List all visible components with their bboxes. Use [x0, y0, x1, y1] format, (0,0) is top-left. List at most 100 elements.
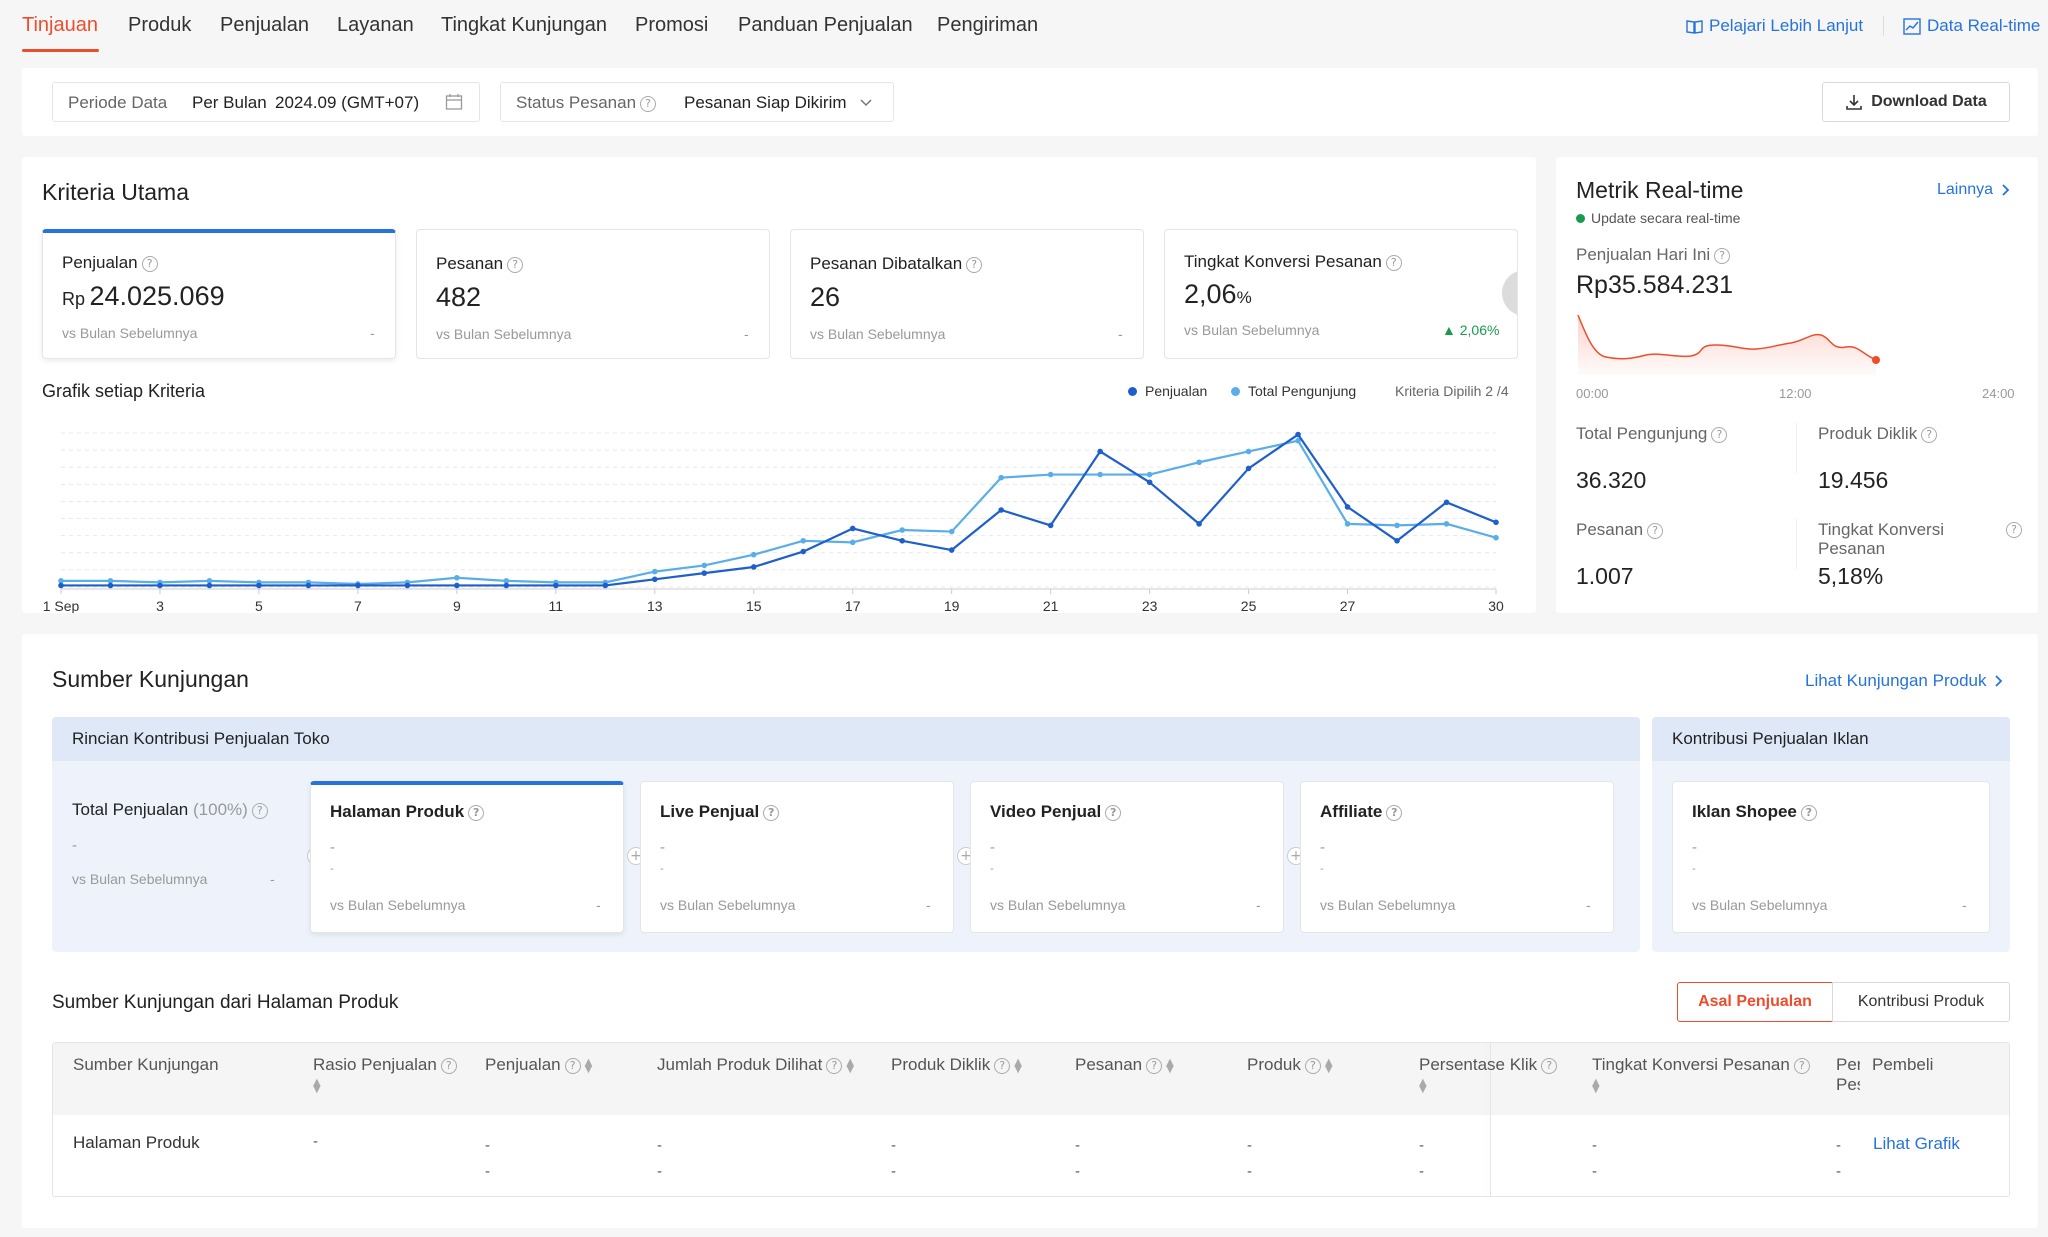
comparison-label: vs Bulan Sebelumnya [1320, 897, 1456, 913]
metric-label: Tingkat Konversi Pesanan? [1184, 252, 1402, 272]
data-point [58, 582, 64, 589]
col-penjualan[interactable]: Penjualan? ▲ ▼ [485, 1055, 593, 1075]
learn-more-label: Pelajari Lebih Lanjut [1709, 16, 1864, 35]
metric-label: Penjualan? [62, 253, 158, 273]
download-data-button[interactable]: Download Data [1822, 82, 2010, 122]
tab-penjualan[interactable]: Penjualan [220, 14, 309, 36]
tab-pengiriman[interactable]: Pengiriman [937, 14, 1039, 36]
sort-icon[interactable]: ▲ ▼ [1166, 1056, 1174, 1075]
data-point [206, 578, 213, 584]
sort-icon[interactable]: ▲ ▼ [1324, 1056, 1333, 1075]
live-dot-icon [1576, 213, 1585, 223]
legend-penjualan[interactable]: Penjualan [1128, 383, 1207, 399]
tab-layanan[interactable]: Layanan [337, 14, 414, 36]
col-persentase-klik[interactable]: Persentase Klik? ▲ ▼ [1419, 1055, 1558, 1095]
realtime-data-link[interactable]: Data Real-time [1903, 16, 2040, 36]
link-label: Lihat Kunjungan Produk [1805, 671, 1987, 690]
sort-icon[interactable]: ▲ ▼ [846, 1056, 855, 1075]
tab-panduan-penjualan[interactable]: Panduan Penjualan [738, 14, 913, 36]
sort-icon[interactable]: ▲ ▼ [1419, 1076, 1427, 1095]
metric-card-penjualan[interactable]: Penjualan? Rp 24.025.069 vs Bulan Sebelu… [42, 229, 396, 359]
comparison-label: vs Bulan Sebelumnya [990, 897, 1126, 913]
tab-promosi[interactable]: Promosi [635, 14, 709, 36]
data-point [800, 548, 807, 555]
carousel-next-button[interactable] [1502, 270, 1517, 316]
help-icon: ? [440, 1057, 457, 1074]
spark-label-start: 00:00 [1576, 386, 1609, 401]
col-tingkat-konversi-pesanan[interactable]: Tingkat Konversi Pesanan? ▲ ▼ [1592, 1055, 1810, 1095]
sort-icon[interactable]: ▲ ▼ [1014, 1056, 1022, 1075]
channel-card-video-penjual[interactable]: Video Penjual? - - vs Bulan Sebelumnya - [970, 781, 1284, 933]
x-tick-label: 9 [453, 598, 461, 613]
channel-card-affiliate[interactable]: Affiliate? - - vs Bulan Sebelumnya - [1300, 781, 1614, 933]
order-status-select[interactable]: Status Pesanan? Pesanan Siap Dikirim [500, 82, 894, 122]
metric-card-pesanan-dibatalkan[interactable]: Pesanan Dibatalkan? 26 vs Bulan Sebelumn… [790, 229, 1144, 359]
col-jumlah-produk-dilihat[interactable]: Jumlah Produk Dilihat? ▲ ▼ [657, 1055, 855, 1075]
period-picker[interactable]: Periode Data Per Bulan 2024.09 (GMT+07) [52, 82, 480, 122]
toggle-asal-penjualan[interactable]: Asal Penjualan [1677, 982, 1833, 1022]
cell-pesanan: -- [1075, 1137, 1080, 1180]
data-point [701, 570, 708, 576]
data-point [948, 528, 955, 535]
rt-metric-value: 1.007 [1576, 563, 1634, 589]
channel-label: Video Penjual? [990, 802, 1122, 822]
period-mode: Per Bulan [192, 93, 267, 112]
comparison-value: - [270, 871, 275, 887]
col-rasio-penjualan[interactable]: Rasio Penjualan? ▲ ▼ [313, 1055, 457, 1095]
criteria-selected-count[interactable]: Kriteria Dipilih 2 /4 [1395, 383, 1509, 399]
data-point [1344, 521, 1351, 527]
channel-value: - [660, 839, 665, 856]
channel-card-halaman-produk[interactable]: Halaman Produk? - - vs Bulan Sebelumnya … [310, 781, 624, 933]
rincian-box: Rincian Kontribusi Penjualan Toko Total … [52, 717, 1640, 952]
sticky-column-divider [1490, 1043, 1491, 1196]
x-tick-label: 7 [354, 598, 362, 613]
col-pesanan[interactable]: Pesanan? ▲ ▼ [1075, 1055, 1174, 1075]
help-icon: ? [994, 1057, 1011, 1074]
data-point [1146, 479, 1153, 486]
realtime-more-link[interactable]: Lainnya [1937, 181, 2010, 199]
legend-total-pengunjung[interactable]: Total Pengunjung [1231, 383, 1356, 399]
sort-icon[interactable]: ▲ ▼ [313, 1076, 321, 1095]
channel-card-iklan-shopee[interactable]: Iklan Shopee? - - vs Bulan Sebelumnya - [1672, 781, 1990, 933]
metric-card-tingkat-konversi[interactable]: Tingkat Konversi Pesanan? 2,06% vs Bulan… [1164, 229, 1518, 359]
sumber-kunjungan-panel: Sumber Kunjungan Lihat Kunjungan Produk … [22, 634, 2038, 1228]
channel-label: Iklan Shopee? [1692, 802, 1817, 822]
source-table [52, 1042, 2010, 1197]
data-point [157, 582, 163, 589]
col-produk-diklik[interactable]: Produk Diklik? ▲ ▼ [891, 1055, 1022, 1075]
data-point [1394, 538, 1400, 544]
rt-metric-value: 19.456 [1818, 467, 1889, 493]
learn-more-link[interactable]: Pelajari Lebih Lanjut [1686, 16, 1863, 36]
data-point [553, 582, 559, 589]
sumber-title: Sumber Kunjungan [52, 666, 249, 692]
data-point [1295, 431, 1301, 438]
channel-subvalue: - [330, 863, 334, 875]
sort-icon[interactable]: ▲ ▼ [584, 1056, 593, 1075]
col-sumber-kunjungan: Sumber Kunjungan [73, 1055, 219, 1074]
data-point [651, 576, 658, 583]
tab-tinjauan[interactable]: Tinjauan [22, 14, 98, 36]
realtime-status: Update secara real-time [1576, 210, 1740, 226]
x-tick-label: 1 Sep [43, 598, 80, 613]
data-point [1443, 521, 1450, 527]
channel-value: - [990, 839, 995, 856]
data-point [1295, 437, 1301, 444]
metric-value: 2,06% [1184, 279, 1252, 309]
view-product-visits-link[interactable]: Lihat Kunjungan Produk [1805, 671, 2003, 691]
chart-title: Grafik setiap Kriteria [42, 381, 206, 401]
comparison-label: vs Bulan Sebelumnya [1692, 897, 1828, 913]
metric-card-pesanan[interactable]: Pesanan? 482 vs Bulan Sebelumnya - [416, 229, 770, 359]
cell-penjualan: -- [485, 1137, 490, 1180]
tab-produk[interactable]: Produk [128, 14, 192, 36]
sales-today-label: Penjualan Hari Ini? [1576, 245, 1731, 265]
total-sales-value: - [72, 837, 77, 854]
channel-card-live-penjual[interactable]: Live Penjual? - - vs Bulan Sebelumnya - [640, 781, 954, 933]
sparkline-line [1577, 314, 1877, 361]
toggle-kontribusi-produk[interactable]: Kontribusi Produk [1832, 982, 2010, 1022]
tab-tingkat-kunjungan[interactable]: Tingkat Kunjungan [441, 14, 608, 36]
view-chart-link[interactable]: Lihat Grafik [1873, 1134, 1960, 1153]
col-pembeli: Pembeli [1872, 1055, 1934, 1074]
data-point [1245, 448, 1252, 455]
col-produk[interactable]: Produk? ▲ ▼ [1247, 1055, 1333, 1075]
sort-icon[interactable]: ▲ ▼ [1592, 1076, 1600, 1095]
